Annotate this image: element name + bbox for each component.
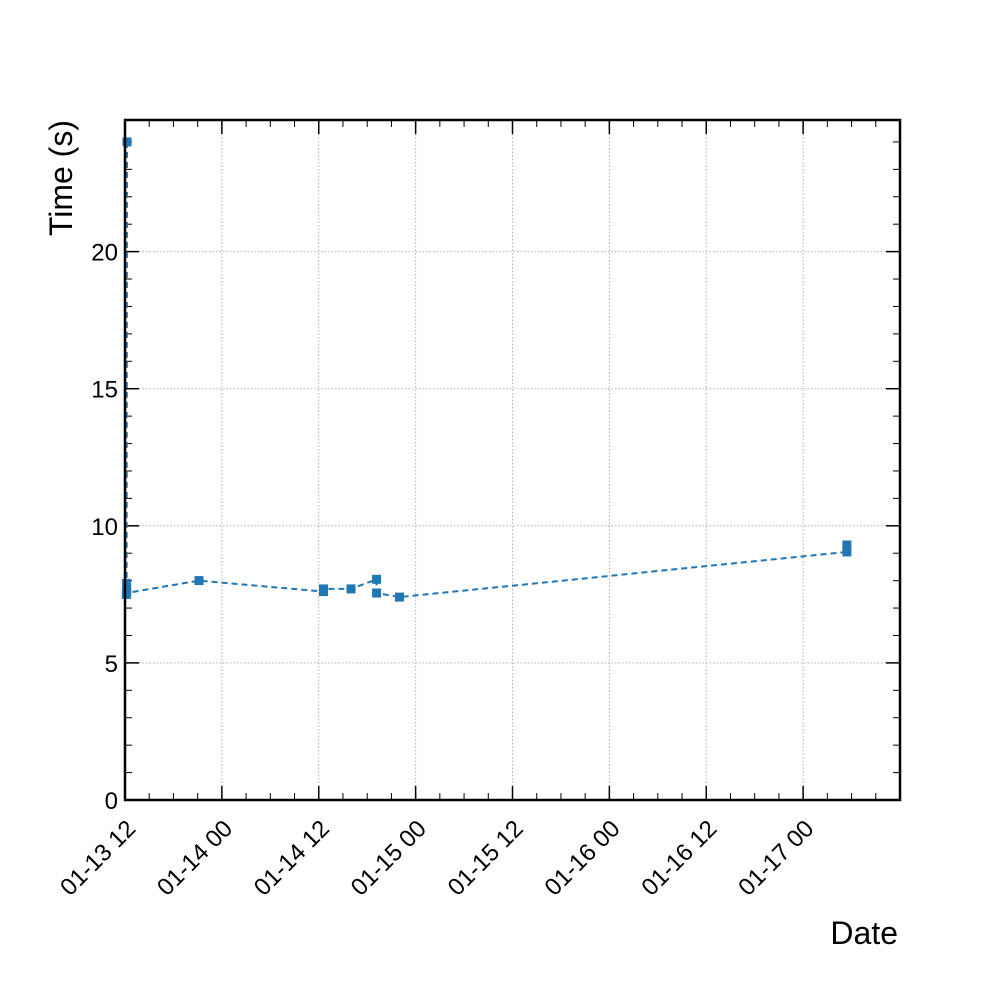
y-tick-label: 10	[91, 514, 118, 541]
data-point	[372, 588, 382, 598]
x-tick-label: 01-16 12	[636, 815, 722, 901]
y-tick-label: 15	[91, 377, 118, 404]
data-point	[395, 592, 404, 602]
data-point	[346, 584, 356, 594]
tick-labels: 01-13 12 01-14 00 01-14 12 01-15 00 01-15 12…	[55, 240, 819, 902]
data-point	[372, 574, 382, 584]
data-point	[122, 588, 132, 598]
data-point	[122, 578, 132, 588]
x-tick-label: 01-15 12	[443, 815, 529, 901]
x-tick-label: 01-13 12	[55, 815, 141, 901]
x-tick-label: 01-15 00	[346, 815, 432, 901]
x-tick-label: 01-17 00	[733, 815, 819, 901]
plot-frame	[123, 118, 902, 802]
x-tick-label: 01-14 12	[249, 815, 335, 901]
grid	[124, 120, 900, 801]
data-point	[319, 584, 328, 594]
x-axis-title: Date	[830, 915, 898, 951]
series-line	[125, 141, 848, 599]
y-axis-title: Time (s)	[43, 120, 79, 236]
data-point	[842, 540, 852, 550]
y-tick-label: 20	[91, 240, 118, 267]
x-tick-label: 01-16 00	[540, 815, 626, 901]
data-series	[121, 137, 852, 602]
y-tick-label: 5	[105, 651, 118, 678]
data-point	[194, 576, 204, 586]
y-tick-label: 0	[105, 788, 118, 815]
data-point	[122, 137, 132, 147]
x-tick-label: 01-14 00	[152, 815, 238, 901]
data-point	[842, 547, 852, 557]
